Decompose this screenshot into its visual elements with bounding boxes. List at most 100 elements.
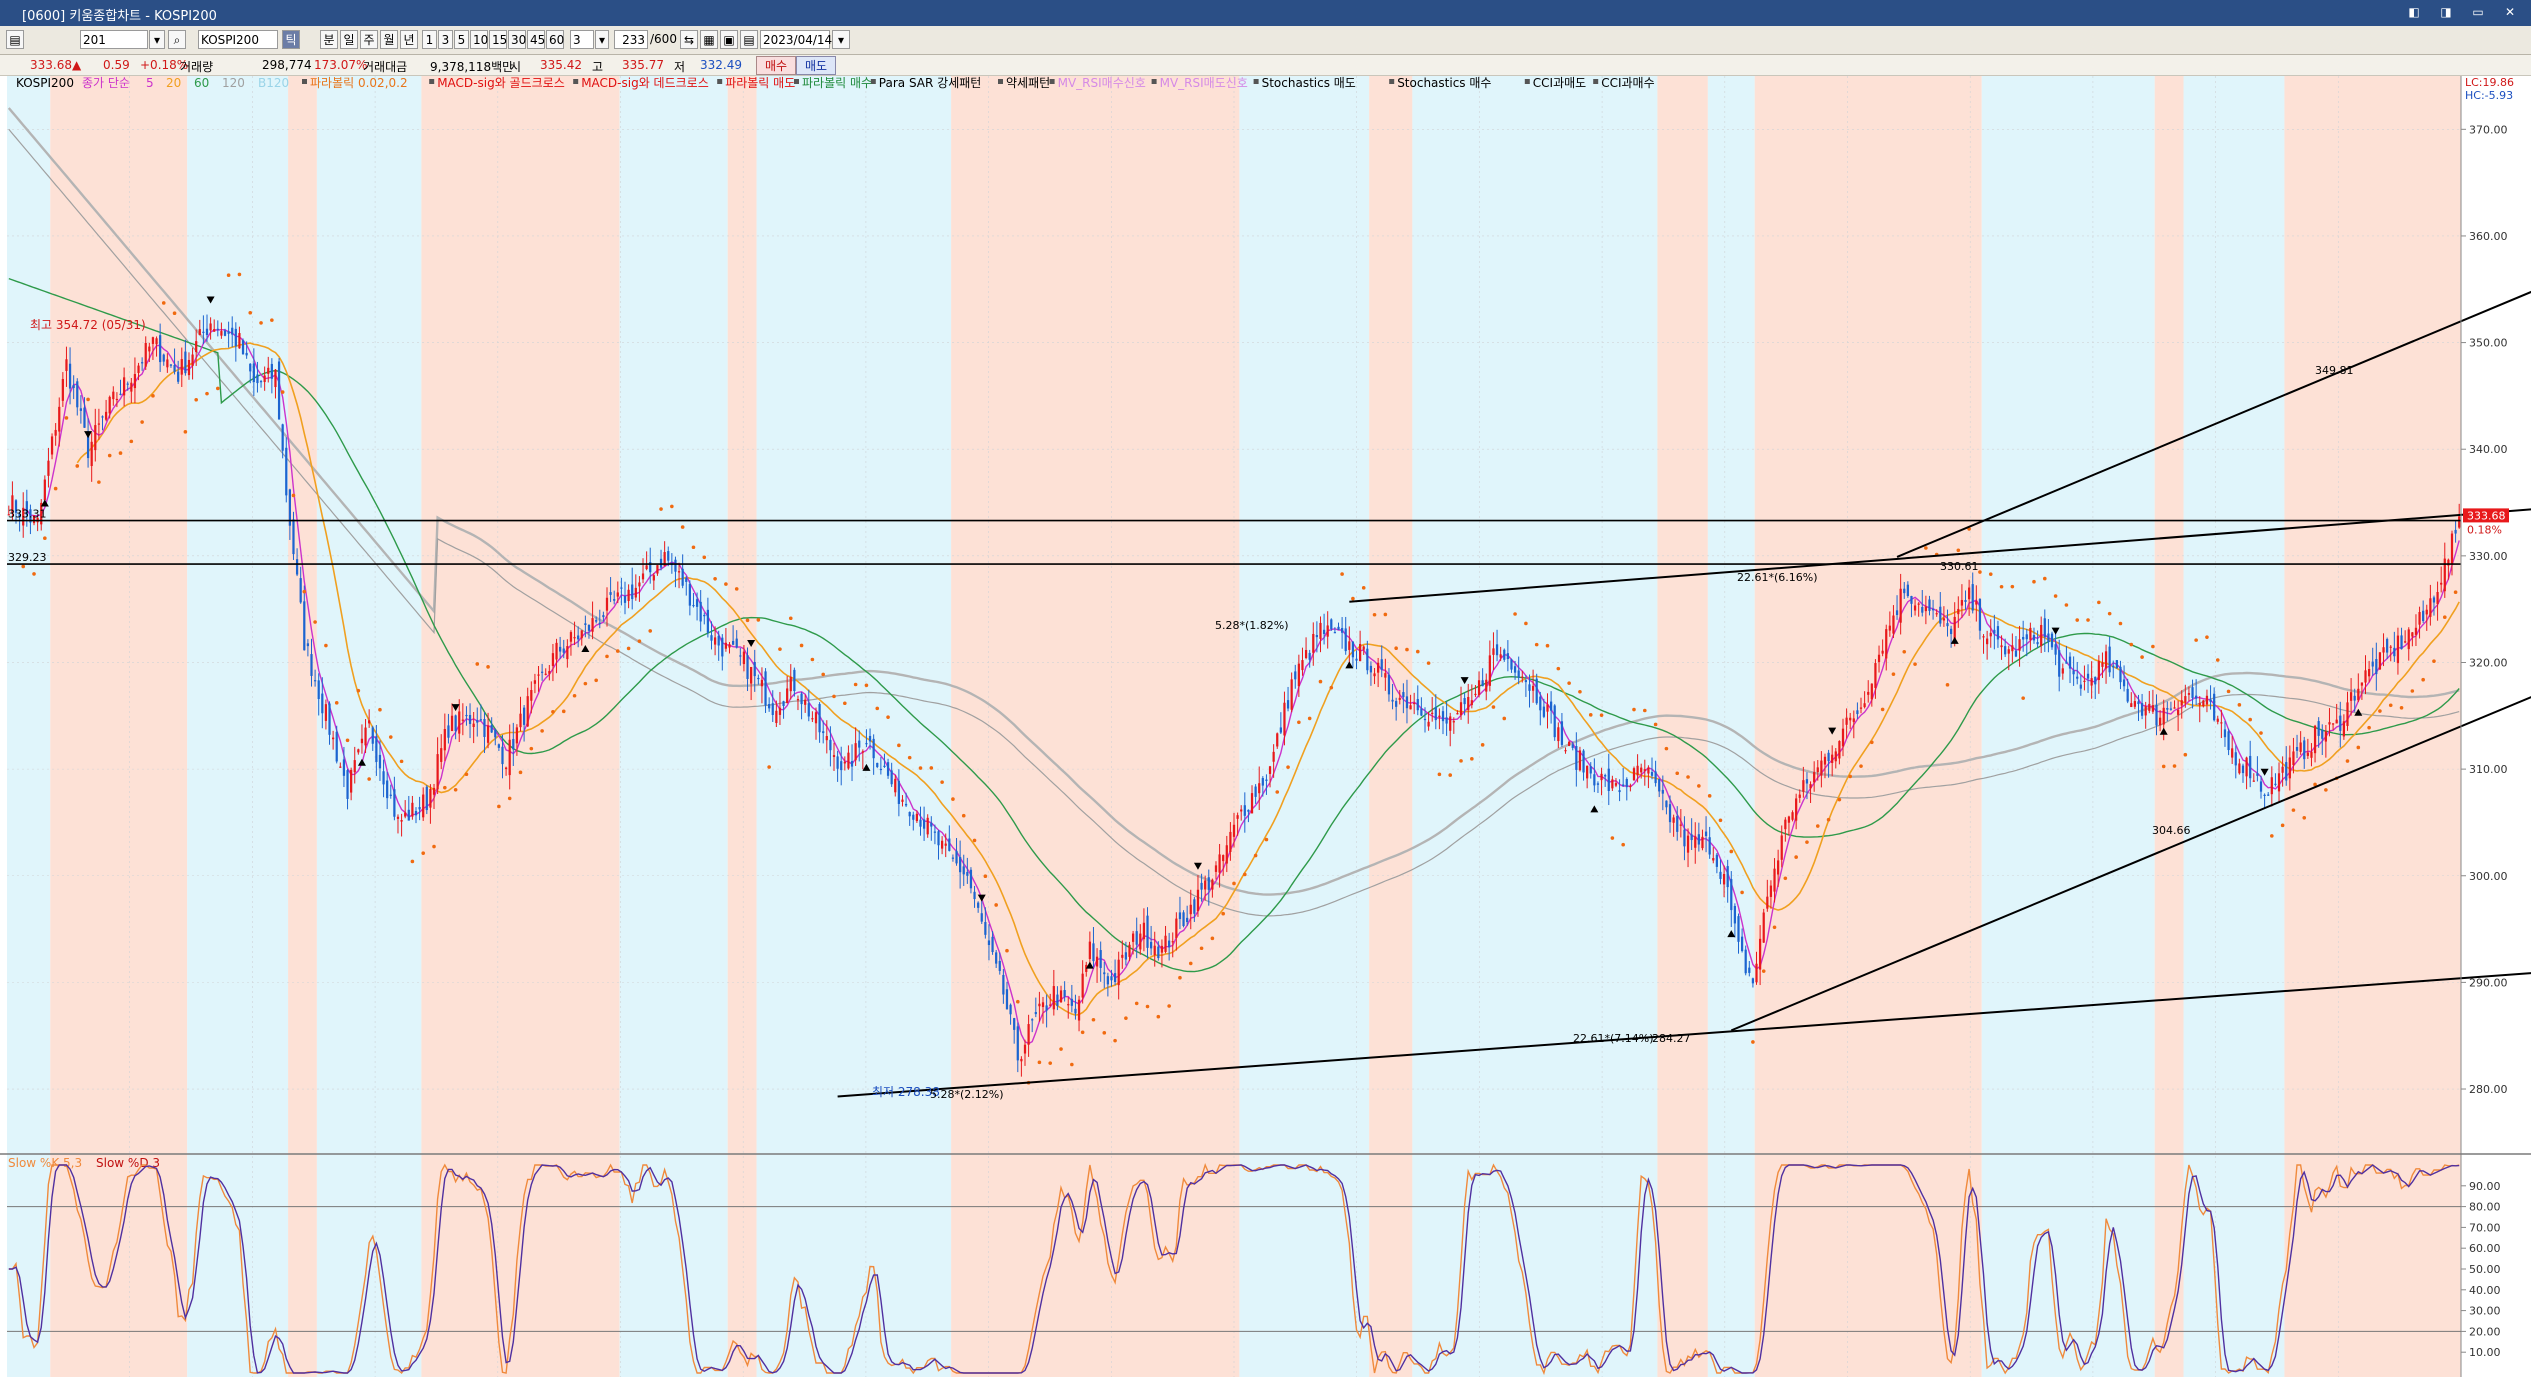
price-tick-label: 330.00: [2469, 550, 2508, 563]
code-input[interactable]: 201: [80, 30, 148, 49]
candle-body: [504, 767, 508, 770]
candle-body: [1978, 599, 1982, 631]
chart-menu-icon[interactable]: ▤: [6, 30, 24, 49]
candle-body: [1391, 699, 1394, 702]
sar-dot: [140, 420, 144, 424]
candle-body: [458, 711, 461, 734]
period-day[interactable]: 일: [340, 30, 358, 49]
candle: [2054, 631, 2057, 666]
candle-body: [1704, 831, 1708, 837]
search-icon[interactable]: ⌕: [168, 30, 186, 49]
candle: [2443, 542, 2446, 598]
restore-icon[interactable]: ◧: [2408, 5, 2420, 19]
candle-body: [90, 441, 93, 467]
interval-3[interactable]: 3: [438, 30, 453, 49]
save-icon[interactable]: ▣: [720, 30, 738, 49]
candle: [645, 551, 648, 571]
candle: [1557, 722, 1560, 749]
candle-body: [440, 748, 443, 762]
candle: [940, 836, 944, 855]
candle: [2458, 503, 2461, 529]
candle: [1366, 640, 1369, 675]
interval-10[interactable]: 10: [470, 30, 488, 49]
candle-body: [2086, 673, 2090, 679]
period-minute[interactable]: 분: [320, 30, 338, 49]
candle-body: [1733, 905, 1737, 924]
code-dropdown-icon[interactable]: ▾: [149, 30, 165, 49]
interval-15[interactable]: 15: [489, 30, 507, 49]
candle: [1632, 766, 1636, 781]
candle-body: [2357, 688, 2360, 701]
buy-arrow-icon: [1590, 805, 1599, 813]
candle-body: [2454, 529, 2457, 534]
interval-5[interactable]: 5: [454, 30, 469, 49]
candle: [440, 734, 443, 770]
sar-dot: [1188, 961, 1193, 966]
candle: [1575, 732, 1578, 787]
candle-body: [1340, 627, 1344, 633]
parabolic-sar: [21, 272, 2458, 1085]
title-bar: [0600] 키움종합차트 - KOSPI200 ◧ ◨ ▭ ✕: [0, 0, 2531, 26]
sar-dot: [2324, 788, 2328, 792]
candle: [2122, 665, 2126, 692]
candle: [652, 573, 655, 590]
candle: [205, 314, 209, 342]
period-week[interactable]: 주: [360, 30, 378, 49]
candle: [476, 707, 479, 737]
sar-dot: [972, 838, 977, 843]
interval-60[interactable]: 60: [546, 30, 564, 49]
candle-body: [2313, 725, 2317, 754]
candle: [249, 363, 252, 384]
close-icon[interactable]: ✕: [2504, 5, 2516, 19]
candle: [1207, 869, 1210, 906]
tool-icon-1[interactable]: ⇆: [680, 30, 698, 49]
period-year[interactable]: 년: [400, 30, 418, 49]
candle-body: [894, 778, 897, 793]
candle-body: [807, 703, 810, 717]
count-input[interactable]: 233: [614, 30, 648, 49]
period-tick[interactable]: 틱: [282, 30, 300, 49]
sell-button[interactable]: 매도: [796, 56, 837, 75]
candle: [1214, 861, 1218, 880]
symbol-name-field[interactable]: KOSPI200: [198, 30, 278, 49]
candle-body: [1575, 746, 1578, 770]
maximize-icon[interactable]: ▭: [2472, 5, 2484, 19]
candle: [1596, 781, 1600, 794]
candle-body: [324, 704, 328, 721]
sar-dot: [1534, 642, 1539, 647]
sar-dot: [756, 618, 761, 622]
candle-body: [126, 383, 129, 385]
calendar-icon[interactable]: ▾: [832, 30, 850, 49]
buy-arrow-icon: [2159, 727, 2168, 735]
candle: [1539, 691, 1542, 726]
interval-dropdown-icon[interactable]: ▾: [595, 30, 609, 49]
sar-dot: [951, 797, 955, 801]
candle: [151, 336, 155, 360]
tile-icon[interactable]: ◨: [2440, 5, 2452, 19]
tool-icon-2[interactable]: ▦: [700, 30, 718, 49]
candle: [1031, 1018, 1034, 1033]
sar-dot: [1340, 572, 1344, 576]
candle: [166, 353, 169, 373]
interval-45[interactable]: 45: [527, 30, 545, 49]
buy-button[interactable]: 매수: [756, 56, 797, 75]
sar-dot: [2226, 689, 2231, 694]
candle-body: [2104, 651, 2108, 669]
interval-input[interactable]: 3: [570, 30, 594, 49]
grid-icon[interactable]: ▤: [740, 30, 758, 49]
sar-dot: [2021, 696, 2025, 700]
candle: [2169, 701, 2173, 711]
candle: [602, 611, 605, 622]
candle-body: [1308, 652, 1311, 660]
trendline-2: [1730, 696, 2531, 1032]
candle: [144, 336, 147, 370]
candle-body: [1456, 713, 1459, 715]
date-input[interactable]: 2023/04/14: [760, 30, 832, 49]
interval-1[interactable]: 1: [422, 30, 437, 49]
candle-body: [2065, 661, 2068, 664]
interval-30[interactable]: 30: [508, 30, 526, 49]
period-month[interactable]: 월: [380, 30, 398, 49]
candle: [411, 795, 414, 820]
sar-dot: [1037, 1060, 1042, 1065]
